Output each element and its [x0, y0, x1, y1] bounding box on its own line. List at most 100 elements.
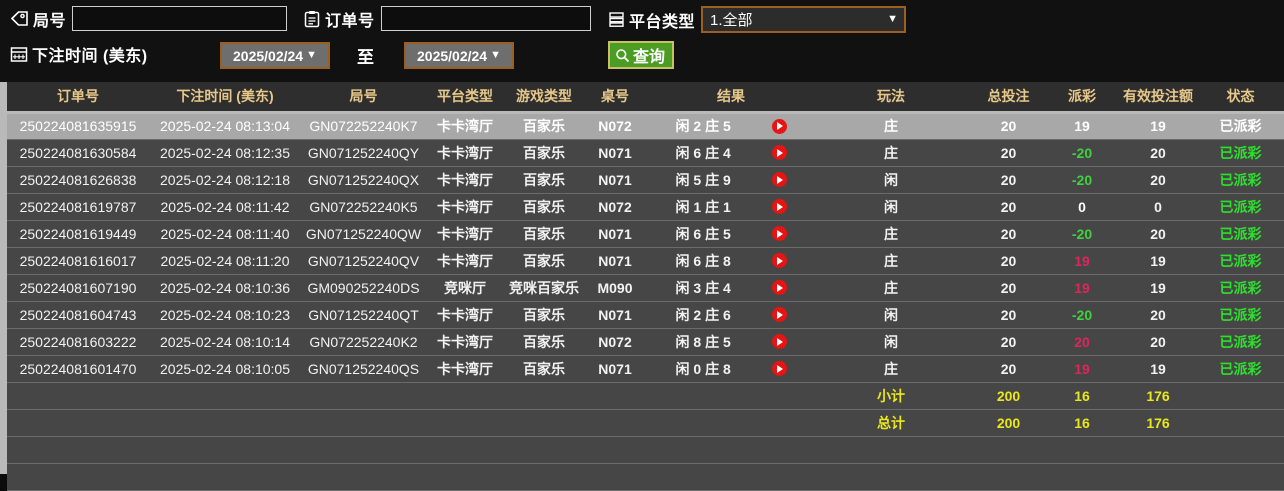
cell-total-bet: 20: [966, 166, 1051, 194]
empty-cell: [584, 463, 646, 491]
cell-payout: 0: [1051, 193, 1113, 221]
table-row[interactable]: 250224081607190 2025-02-24 08:10:36 GM0902…: [7, 274, 1284, 302]
cell-game-type: 百家乐: [504, 193, 584, 221]
column-header-8[interactable]: 总投注: [966, 82, 1051, 114]
summary-empty-cell: [1203, 409, 1278, 437]
table-row[interactable]: 250224081604743 2025-02-24 08:10:23 GN0712…: [7, 301, 1284, 329]
summary-valid-bet: 176: [1113, 382, 1203, 410]
cell-bet-time: 2025-02-24 08:10:05: [149, 355, 301, 383]
play-icon[interactable]: [771, 226, 787, 241]
play-icon[interactable]: [771, 145, 787, 160]
cell-platform: 卡卡湾厅: [426, 301, 504, 329]
table-row[interactable]: 250224081603222 2025-02-24 08:10:14 GN0722…: [7, 328, 1284, 356]
summary-row-subtotal: 小计 200 16 176: [7, 382, 1284, 410]
table-row[interactable]: 250224081626838 2025-02-24 08:12:18 GN0712…: [7, 166, 1284, 194]
column-header-3[interactable]: 平台类型: [426, 82, 504, 114]
column-header-2[interactable]: 局号: [301, 82, 426, 114]
table-row[interactable]: 250224081616017 2025-02-24 08:11:20 GN0712…: [7, 247, 1284, 275]
summary-payout: 16: [1051, 409, 1113, 437]
column-header-12[interactable]: 游戏模式: [1278, 82, 1284, 114]
cell-total-bet: 20: [966, 328, 1051, 356]
table-body: 250224081635915 2025-02-24 08:13:04 GN0722…: [7, 112, 1284, 491]
cell-game-mode: 多台: [1278, 247, 1284, 275]
column-header-5[interactable]: 桌号: [584, 82, 646, 114]
query-button[interactable]: 查询: [608, 41, 675, 69]
cell-payout: 19: [1051, 274, 1113, 302]
table-row[interactable]: 250224081619449 2025-02-24 08:11:40 GN0712…: [7, 220, 1284, 248]
cell-result: 闲 1 庄 1: [646, 193, 816, 221]
empty-cell: [426, 436, 504, 464]
play-icon[interactable]: [771, 334, 787, 349]
column-header-10[interactable]: 有效投注额: [1113, 82, 1203, 114]
round-no-input[interactable]: [72, 6, 288, 31]
cell-total-bet: 20: [966, 355, 1051, 383]
table-row[interactable]: 250224081601470 2025-02-24 08:10:05 GN0712…: [7, 355, 1284, 383]
bet-records-table-container: 订单号 下注时间 (美东) 局号 平台类型 游戏类型 桌号 结果 玩法 总投注 派彩 有效投注额 状态…: [0, 82, 1284, 491]
cell-round-no: GN071252240QX: [301, 166, 426, 194]
column-header-7[interactable]: 玩法: [816, 82, 966, 114]
date-from-value: 2025/02/24: [233, 47, 304, 64]
summary-empty-cell: [504, 409, 584, 437]
column-header-6[interactable]: 结果: [646, 82, 816, 114]
cell-game-mode: 多台: [1278, 193, 1284, 221]
empty-cell: [966, 463, 1051, 491]
cell-game-type: 百家乐: [504, 328, 584, 356]
column-header-0[interactable]: 订单号: [7, 82, 149, 114]
clipboard-icon: [303, 10, 321, 28]
cell-table-no: N071: [584, 247, 646, 275]
play-icon[interactable]: [771, 307, 787, 322]
platform-type-select[interactable]: 1.全部 ▼: [701, 6, 907, 33]
column-header-1[interactable]: 下注时间 (美东): [149, 82, 301, 114]
empty-cell: [1113, 436, 1203, 464]
cell-total-bet: 20: [966, 220, 1051, 248]
order-no-label: 订单号: [325, 12, 375, 30]
play-icon[interactable]: [771, 280, 787, 295]
table-row[interactable]: 250224081630584 2025-02-24 08:12:35 GN0712…: [7, 139, 1284, 167]
column-header-11[interactable]: 状态: [1203, 82, 1278, 114]
cell-total-bet: 20: [966, 193, 1051, 221]
result-text: 闲 2 庄 5: [675, 118, 731, 134]
date-from-picker[interactable]: 2025/02/24 ▼: [220, 42, 330, 69]
table-row[interactable]: 250224081619787 2025-02-24 08:11:42 GN0722…: [7, 193, 1284, 221]
summary-empty-cell: [1278, 409, 1284, 437]
play-icon[interactable]: [771, 361, 787, 376]
cell-round-no: GN071252240QT: [301, 301, 426, 329]
summary-empty-cell: [149, 409, 301, 437]
result-text: 闲 3 庄 4: [675, 279, 731, 296]
cell-total-bet: 20: [966, 139, 1051, 167]
date-to-value: 2025/02/24: [417, 47, 488, 64]
cell-round-no: GN071252240QY: [301, 139, 426, 167]
cell-round-no: GM090252240DS: [301, 274, 426, 302]
cell-payout: -20: [1051, 301, 1113, 329]
play-icon[interactable]: [771, 172, 787, 187]
cell-platform: 竞咪厅: [426, 274, 504, 302]
cell-bet-type: 庄: [816, 220, 966, 248]
result-text: 闲 2 庄 6: [675, 306, 731, 323]
column-header-9[interactable]: 派彩: [1051, 82, 1113, 114]
cell-valid-bet: 19: [1113, 274, 1203, 302]
summary-empty-cell: [584, 409, 646, 437]
cell-platform: 卡卡湾厅: [426, 166, 504, 194]
cell-platform: 卡卡湾厅: [426, 220, 504, 248]
play-icon[interactable]: [771, 199, 787, 214]
play-icon[interactable]: [771, 253, 787, 268]
table-row[interactable]: 250224081635915 2025-02-24 08:13:04 GN0722…: [7, 112, 1284, 140]
cell-bet-type: 闲: [816, 328, 966, 356]
cell-game-type: 百家乐: [504, 112, 584, 140]
summary-label: 小计: [816, 382, 966, 410]
cell-total-bet: 20: [966, 274, 1051, 302]
cell-table-no: N071: [584, 355, 646, 383]
filter-toolbar: 局号 订单号 平台类型 1.全部 ▼: [0, 0, 1284, 82]
cell-status: 已派彩: [1203, 112, 1278, 140]
cell-result: 闲 5 庄 9: [646, 166, 816, 194]
cell-total-bet: 20: [966, 247, 1051, 275]
summary-empty-cell: [584, 382, 646, 410]
column-header-4[interactable]: 游戏类型: [504, 82, 584, 114]
summary-label: 总计: [816, 409, 966, 437]
date-to-picker[interactable]: 2025/02/24 ▼: [404, 42, 514, 69]
empty-cell: [1203, 463, 1278, 491]
order-no-input[interactable]: [380, 6, 591, 31]
cell-platform: 卡卡湾厅: [426, 247, 504, 275]
play-icon[interactable]: [771, 118, 787, 134]
summary-empty-cell: [7, 382, 149, 410]
